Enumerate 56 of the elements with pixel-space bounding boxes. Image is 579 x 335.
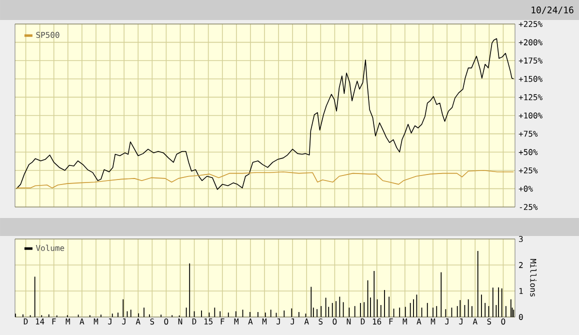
x-tick-label: S	[318, 318, 323, 325]
x-tick-label: M	[66, 318, 70, 324]
legend-label: SP500	[36, 32, 60, 38]
y-tick-label: 3	[519, 236, 523, 242]
x-tick-label: D	[360, 318, 365, 324]
x-tick-label: J	[108, 318, 112, 324]
x-tick-label: M	[262, 318, 267, 324]
x-tick-label: J	[459, 318, 462, 324]
y-tick-label: +0%	[518, 186, 533, 192]
x-tick-label: A	[472, 318, 478, 324]
y-tick-label: +25%	[518, 167, 538, 174]
x-tick-label: 16	[372, 318, 382, 325]
x-tick-label: A	[248, 318, 253, 324]
y-tick-label: +225%	[518, 20, 542, 28]
x-tick-label: 14	[36, 318, 44, 324]
x-tick-label: J	[445, 318, 448, 324]
x-tick-label: J	[290, 318, 294, 324]
x-tick-label: D	[192, 318, 196, 324]
x-tick-label: A	[80, 318, 84, 324]
y-tick-label: +125%	[518, 94, 542, 100]
x-tick-label: S	[487, 318, 492, 325]
text: 10/24/16	[532, 6, 574, 14]
x-tick-label: D	[24, 318, 28, 324]
y-tick-label: +150%	[518, 76, 542, 82]
x-tick-label: F	[389, 318, 393, 324]
y-tick-label: +100%	[518, 112, 542, 119]
x-tick-label: N	[178, 318, 182, 324]
x-tick-label: 15	[204, 318, 212, 324]
x-tick-label: M	[234, 318, 238, 324]
legend-label: Volume	[36, 244, 64, 251]
y-tick-label: +50%	[518, 149, 538, 156]
y-tick-label: 1	[519, 288, 523, 294]
x-tick-label: M	[94, 318, 98, 324]
y-axis-title: Millions	[530, 259, 536, 296]
y-tick-label: -25%	[520, 204, 538, 210]
x-tick-label: S	[150, 318, 154, 325]
x-tick-label: O	[501, 318, 506, 325]
y-tick-label: +75%	[518, 130, 538, 137]
x-tick-label: F	[52, 318, 56, 324]
x-tick-label: A	[304, 318, 309, 324]
x-tick-label: J	[276, 318, 280, 324]
y-tick-label: +175%	[518, 58, 542, 64]
y-tick-label: 0	[519, 314, 523, 320]
x-tick-label: M	[430, 318, 436, 324]
line-series	[16, 170, 514, 188]
x-tick-label: M	[402, 318, 407, 324]
line-series	[16, 38, 514, 190]
x-tick-label: O	[164, 318, 168, 325]
y-tick-label: 2	[519, 262, 523, 268]
x-tick-label: F	[220, 318, 224, 324]
x-tick-label: O	[332, 318, 337, 325]
x-tick-label: N	[346, 318, 351, 324]
y-tick-label: +200%	[518, 39, 542, 46]
x-tick-label: A	[416, 318, 422, 324]
x-tick-label: J	[122, 318, 126, 324]
x-tick-label: A	[136, 318, 140, 324]
